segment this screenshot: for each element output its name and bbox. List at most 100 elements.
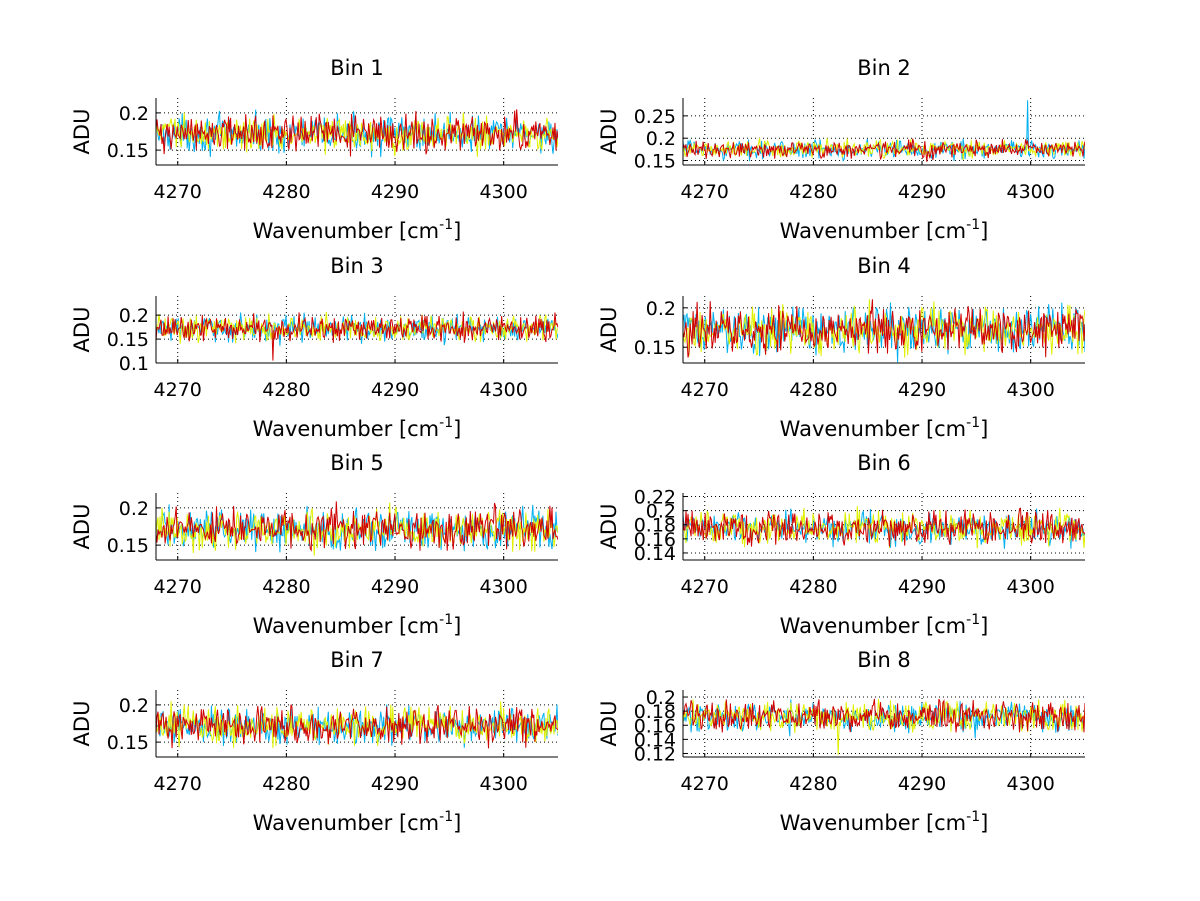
y-axis-label: ADU bbox=[597, 307, 621, 353]
x-tick-label: 4300 bbox=[479, 379, 527, 401]
x-axis-label-end: ] bbox=[980, 811, 988, 835]
x-axis-label-sup: -1 bbox=[966, 612, 980, 628]
x-axis-label-sup: -1 bbox=[439, 415, 453, 431]
subplot-title: Bin 2 bbox=[857, 56, 911, 80]
subplot-7: 4270 4280 4290 4300 0.15 0.2 Bin 7 Wavenumber [… bbox=[70, 648, 558, 835]
x-tick-label: 4290 bbox=[371, 576, 419, 598]
subplot-title: Bin 6 bbox=[857, 451, 911, 475]
series-group bbox=[156, 311, 558, 361]
x-axis-label-main: Wavenumber [cm bbox=[780, 219, 966, 243]
x-axis-label: Wavenumber [cm-1] bbox=[253, 612, 462, 638]
x-tick-label: 4280 bbox=[789, 181, 837, 203]
x-tick-label: 4280 bbox=[789, 379, 837, 401]
subplot-title: Bin 4 bbox=[857, 254, 911, 278]
x-axis-label: Wavenumber [cm-1] bbox=[780, 415, 989, 441]
y-tick-label: 0.2 bbox=[646, 687, 676, 709]
x-axis-label-main: Wavenumber [cm bbox=[780, 614, 966, 638]
x-tick-label: 4280 bbox=[789, 773, 837, 795]
subplot-title: Bin 7 bbox=[330, 648, 384, 672]
x-tick-label: 4300 bbox=[479, 773, 527, 795]
subplot-title: Bin 3 bbox=[330, 254, 384, 278]
y-tick-label: 0.15 bbox=[107, 140, 149, 162]
y-axis-label: ADU bbox=[597, 504, 621, 550]
x-axis-label: Wavenumber [cm-1] bbox=[253, 217, 462, 243]
y-tick-label: 0.14 bbox=[634, 543, 676, 565]
x-axis-label-end: ] bbox=[980, 614, 988, 638]
y-tick-label: 0.15 bbox=[634, 337, 676, 359]
series-line-3 bbox=[156, 501, 558, 552]
y-axis-label: ADU bbox=[597, 109, 621, 155]
x-tick-label: 4270 bbox=[681, 379, 729, 401]
x-tick-label: 4280 bbox=[262, 181, 310, 203]
y-tick-label: 0.2 bbox=[646, 128, 676, 150]
x-axis-label-sup: -1 bbox=[439, 612, 453, 628]
x-tick-label: 4270 bbox=[154, 576, 202, 598]
x-tick-label: 4300 bbox=[1006, 576, 1054, 598]
x-tick-label: 4270 bbox=[154, 773, 202, 795]
y-axis-label: ADU bbox=[70, 109, 94, 155]
subplot-4: 4270 4280 4290 4300 0.15 0.2 Bin 4 Wavenumber [… bbox=[597, 254, 1085, 441]
x-axis-label-end: ] bbox=[980, 219, 988, 243]
y-axis-label: ADU bbox=[70, 504, 94, 550]
series-line-3 bbox=[156, 704, 558, 749]
series-group bbox=[156, 700, 558, 749]
x-axis-label-sup: -1 bbox=[966, 415, 980, 431]
x-tick-label: 4280 bbox=[262, 379, 310, 401]
y-tick-label: 0.16 bbox=[634, 529, 676, 551]
x-tick-label: 4270 bbox=[154, 181, 202, 203]
x-axis-label-sup: -1 bbox=[439, 809, 453, 825]
series-line-1 bbox=[156, 109, 558, 158]
x-axis-label: Wavenumber [cm-1] bbox=[253, 415, 462, 441]
series-group bbox=[156, 501, 558, 556]
series-line-3 bbox=[683, 507, 1085, 547]
y-tick-label: 0.18 bbox=[634, 515, 676, 537]
subplot-title: Bin 8 bbox=[857, 648, 911, 672]
x-tick-label: 4290 bbox=[371, 379, 419, 401]
x-tick-label: 4290 bbox=[371, 773, 419, 795]
x-axis-label: Wavenumber [cm-1] bbox=[780, 217, 989, 243]
y-tick-label: 0.2 bbox=[646, 298, 676, 320]
subplot-3: 4270 4280 4290 4300 0.10.150.2 Bin 3 Wavenumbe… bbox=[70, 254, 558, 441]
y-tick-label: 0.25 bbox=[634, 106, 676, 128]
x-tick-label: 4300 bbox=[479, 181, 527, 203]
y-tick-label: 0.18 bbox=[634, 701, 676, 723]
y-tick-label: 0.2 bbox=[119, 103, 149, 125]
subplot-1: 4270 4280 4290 4300 0.15 0.2 Bin 1 Wavenumber [… bbox=[70, 56, 558, 243]
x-axis-label: Wavenumber [cm-1] bbox=[253, 809, 462, 835]
x-axis-label-main: Wavenumber [cm bbox=[253, 811, 439, 835]
series-line-3 bbox=[683, 138, 1085, 162]
x-axis-label-end: ] bbox=[453, 417, 461, 441]
y-tick-label: 0.15 bbox=[107, 535, 149, 557]
series-line-3 bbox=[156, 109, 558, 157]
y-tick-label: 0.1 bbox=[119, 353, 149, 375]
y-tick-label: 0.14 bbox=[634, 729, 676, 751]
x-axis-label: Wavenumber [cm-1] bbox=[780, 612, 989, 638]
x-axis-label-sup: -1 bbox=[966, 809, 980, 825]
y-axis-label: ADU bbox=[70, 701, 94, 747]
x-tick-label: 4290 bbox=[898, 576, 946, 598]
subplot-5: 4270 4280 4290 4300 0.15 0.2 Bin 5 Wavenumber [… bbox=[70, 451, 558, 638]
y-tick-label: 0.16 bbox=[634, 715, 676, 737]
subplot-6: 4270 4280 4290 4300 0.140.160.180.20.22 Bin 6… bbox=[597, 451, 1085, 638]
x-axis-label-end: ] bbox=[980, 417, 988, 441]
x-tick-label: 4290 bbox=[371, 181, 419, 203]
series-line-3 bbox=[683, 698, 1085, 733]
x-tick-label: 4280 bbox=[262, 773, 310, 795]
subplot-title: Bin 5 bbox=[330, 451, 384, 475]
x-tick-label: 4300 bbox=[1006, 379, 1054, 401]
y-axis-label: ADU bbox=[70, 307, 94, 353]
x-axis-label-end: ] bbox=[453, 219, 461, 243]
x-tick-label: 4280 bbox=[789, 576, 837, 598]
series-group bbox=[683, 299, 1085, 363]
y-tick-label: 0.12 bbox=[634, 743, 676, 765]
x-tick-label: 4280 bbox=[262, 576, 310, 598]
subplot-2: 4270 4280 4290 4300 0.150.20.25 Bin 2 Wavenumb… bbox=[597, 56, 1085, 243]
y-tick-label: 0.15 bbox=[634, 151, 676, 173]
series-line-2 bbox=[156, 700, 558, 748]
series-group bbox=[683, 505, 1085, 549]
y-axis-label: ADU bbox=[597, 701, 621, 747]
x-axis-label: Wavenumber [cm-1] bbox=[780, 809, 989, 835]
x-tick-label: 4290 bbox=[898, 379, 946, 401]
x-axis-label-sup: -1 bbox=[966, 217, 980, 233]
